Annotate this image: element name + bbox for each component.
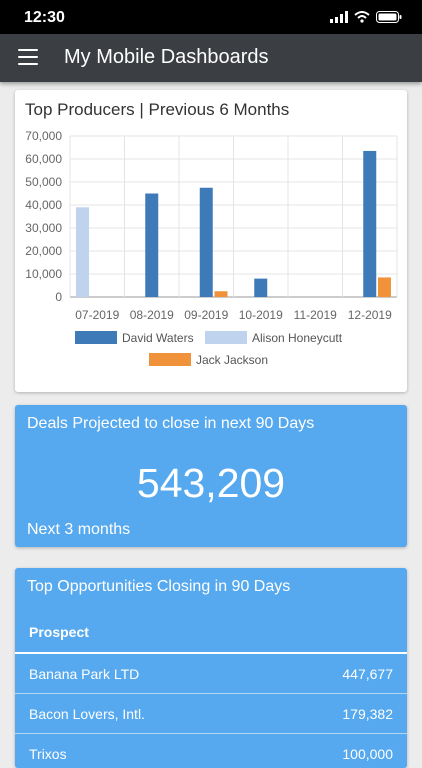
legend-label: David Waters — [122, 331, 194, 345]
kpi-subtitle: Next 3 months — [27, 521, 131, 538]
bar-david-waters — [363, 150, 377, 297]
chart-title: Top Producers | Previous 6 Months — [25, 100, 290, 119]
x-tick-label: 08-2019 — [130, 308, 174, 322]
legend-swatch — [205, 331, 247, 344]
battery-icon — [376, 11, 402, 23]
bar-david-waters — [254, 278, 268, 297]
hamburger-menu-icon[interactable] — [18, 49, 38, 67]
prospect-name: Banana Park LTD — [29, 666, 140, 682]
y-tick-label: 0 — [55, 290, 62, 304]
prospect-name: Trixos — [29, 746, 67, 762]
app-title: My Mobile Dashboards — [64, 46, 269, 68]
status-icons — [330, 11, 402, 23]
prospect-amount: 100,000 — [342, 746, 393, 762]
x-tick-label: 09-2019 — [184, 308, 228, 322]
y-tick-label: 10,000 — [25, 267, 62, 281]
prospect-amount: 447,677 — [342, 666, 393, 682]
top-opportunities-card: Top Opportunities Closing in 90 Days Pro… — [15, 568, 407, 768]
table-header: Prospect — [15, 614, 407, 654]
top-producers-chart: 0 10,000 20,000 30,000 40,000 50,000 60,000 70,… — [25, 129, 398, 367]
x-tick-label: 11-2019 — [294, 308, 337, 322]
wifi-icon — [354, 11, 370, 23]
x-tick-label: 07-2019 — [75, 308, 119, 322]
kpi-title: Deals Projected to close in next 90 Days — [27, 415, 315, 432]
y-tick-label: 60,000 — [25, 152, 62, 166]
opportunities-title: Top Opportunities Closing in 90 Days — [27, 578, 291, 595]
bar-jack-jackson — [214, 291, 228, 297]
signal-icon — [330, 11, 348, 23]
kpi-value: 543,209 — [136, 460, 286, 506]
y-tick-label: 40,000 — [25, 198, 62, 212]
legend-swatch — [149, 353, 191, 366]
legend-swatch — [75, 331, 117, 344]
bar-david-waters — [145, 193, 159, 297]
table-row[interactable]: Bacon Lovers, Intl. 179,382 — [15, 694, 407, 734]
legend-label: Jack Jackson — [196, 353, 268, 367]
x-tick-label: 10-2019 — [239, 308, 283, 322]
x-tick-label: 12-2019 — [348, 308, 392, 322]
top-producers-card: Top Producers | Previous 6 Months 0 10,00… — [15, 90, 407, 392]
legend-label: Alison Honeycutt — [252, 331, 343, 345]
prospect-amount: 179,382 — [342, 706, 393, 722]
app-bar: My Mobile Dashboards — [0, 34, 422, 82]
bar-alison-honeycutt — [76, 207, 90, 297]
y-tick-label: 30,000 — [25, 221, 62, 235]
deals-projected-card[interactable]: Deals Projected to close in next 90 Days… — [15, 405, 407, 547]
y-tick-label: 70,000 — [25, 129, 62, 143]
bar-david-waters — [199, 187, 213, 297]
y-tick-label: 50,000 — [25, 175, 62, 189]
column-header-prospect: Prospect — [29, 624, 89, 640]
bar-jack-jackson — [377, 277, 391, 297]
table-row[interactable]: Trixos 100,000 — [15, 734, 407, 768]
table-row[interactable]: Banana Park LTD 447,677 — [15, 654, 407, 694]
status-time: 12:30 — [24, 9, 65, 26]
status-bar: 12:30 — [0, 0, 422, 34]
prospect-name: Bacon Lovers, Intl. — [29, 706, 145, 722]
y-tick-label: 20,000 — [25, 244, 62, 258]
